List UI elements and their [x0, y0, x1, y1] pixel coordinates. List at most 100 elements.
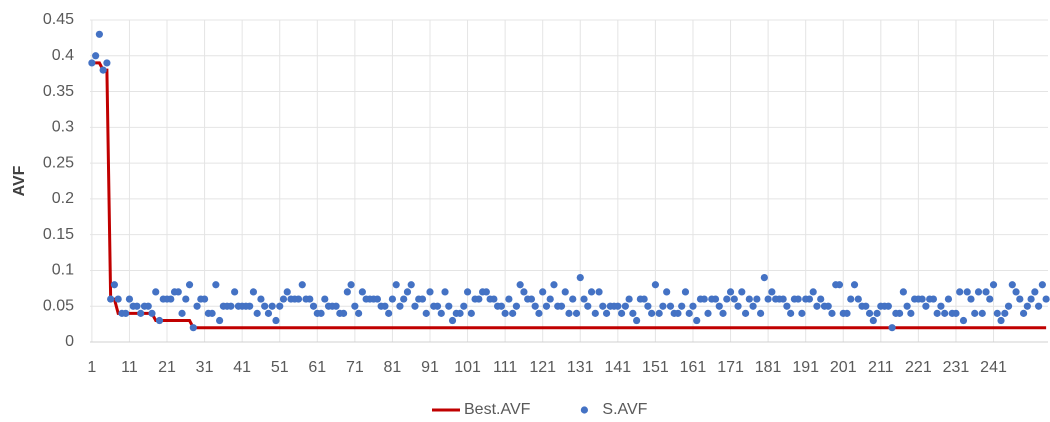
data-point — [137, 309, 145, 317]
x-tick-label: 151 — [642, 359, 669, 376]
data-point — [918, 295, 926, 303]
x-tick-label: 121 — [529, 359, 556, 376]
data-point — [587, 288, 596, 296]
data-point — [208, 309, 216, 317]
data-point — [189, 324, 197, 332]
data-point — [854, 295, 862, 303]
x-tick-label: 181 — [755, 359, 782, 376]
data-point — [1008, 281, 1016, 289]
data-point — [614, 302, 622, 310]
data-point — [633, 316, 641, 325]
data-point — [805, 295, 814, 303]
data-point — [1031, 288, 1039, 296]
data-point — [542, 302, 551, 310]
data-point — [125, 295, 134, 303]
legend-label: S.AVF — [602, 401, 647, 418]
x-tick-label: 51 — [271, 359, 289, 376]
data-point — [516, 281, 524, 289]
data-point — [185, 281, 194, 289]
data-point — [644, 302, 652, 310]
legend-swatch — [580, 406, 588, 414]
x-tick-label: 211 — [868, 359, 894, 376]
data-point — [738, 288, 746, 296]
data-point — [178, 309, 186, 317]
data-point — [719, 309, 727, 317]
data-point — [617, 309, 626, 317]
data-point — [167, 295, 175, 303]
data-point — [817, 295, 825, 303]
data-point — [711, 295, 720, 303]
data-point — [407, 281, 415, 289]
data-point — [144, 302, 152, 310]
data-point — [884, 302, 892, 310]
data-point — [569, 295, 577, 303]
data-point — [591, 309, 599, 317]
data-point — [1035, 302, 1043, 310]
data-point — [602, 309, 611, 317]
data-point — [963, 288, 971, 296]
data-point — [373, 295, 381, 303]
data-point — [520, 288, 528, 296]
x-tick-label: 171 — [717, 359, 744, 376]
data-point — [298, 281, 306, 289]
data-point — [1001, 309, 1009, 317]
data-point — [1023, 302, 1031, 310]
data-point — [463, 288, 472, 296]
data-point — [426, 288, 434, 296]
data-point — [982, 288, 990, 296]
data-point — [663, 288, 671, 296]
x-tick-label: 201 — [830, 359, 857, 376]
data-point — [678, 302, 686, 310]
data-point — [152, 288, 160, 296]
data-point — [989, 281, 998, 289]
data-point — [403, 288, 412, 296]
data-point — [433, 302, 442, 310]
x-tick-label: 191 — [792, 359, 819, 376]
data-point — [505, 295, 513, 303]
data-point — [512, 302, 521, 310]
data-point — [261, 302, 269, 310]
data-point — [546, 295, 554, 303]
data-point — [978, 309, 986, 317]
data-point — [726, 288, 735, 296]
x-tick-label: 161 — [680, 359, 707, 376]
data-point — [599, 302, 607, 310]
data-point — [835, 281, 844, 289]
data-point — [231, 288, 239, 296]
data-point — [730, 295, 738, 303]
data-point — [317, 309, 325, 317]
data-point — [246, 302, 254, 310]
data-point — [467, 309, 475, 317]
data-point — [666, 302, 675, 310]
data-point — [952, 309, 960, 317]
data-point — [561, 288, 569, 296]
x-tick-label: 71 — [346, 359, 364, 376]
data-point — [997, 316, 1005, 325]
data-point — [1038, 281, 1046, 289]
data-point — [625, 295, 633, 303]
data-point — [456, 309, 464, 317]
data-point — [392, 281, 400, 289]
data-point — [580, 295, 588, 303]
data-point — [133, 302, 141, 310]
x-tick-label: 41 — [233, 359, 251, 376]
data-point — [550, 281, 558, 289]
data-point — [903, 302, 911, 310]
data-point — [621, 302, 629, 310]
x-tick-label: 241 — [980, 359, 1007, 376]
data-point — [941, 309, 949, 317]
y-tick-label: 0.15 — [43, 226, 74, 243]
x-tick-label: 131 — [567, 359, 594, 376]
data-point — [332, 302, 340, 310]
data-point — [212, 281, 220, 289]
data-point — [787, 309, 795, 317]
x-tick-label: 221 — [905, 359, 932, 376]
data-point — [422, 309, 430, 317]
x-tick-label: 91 — [421, 359, 439, 376]
data-point — [99, 66, 107, 74]
data-point — [922, 302, 930, 310]
data-point — [92, 52, 100, 60]
data-point — [843, 309, 851, 317]
data-point — [309, 302, 318, 310]
data-point — [1004, 302, 1013, 310]
